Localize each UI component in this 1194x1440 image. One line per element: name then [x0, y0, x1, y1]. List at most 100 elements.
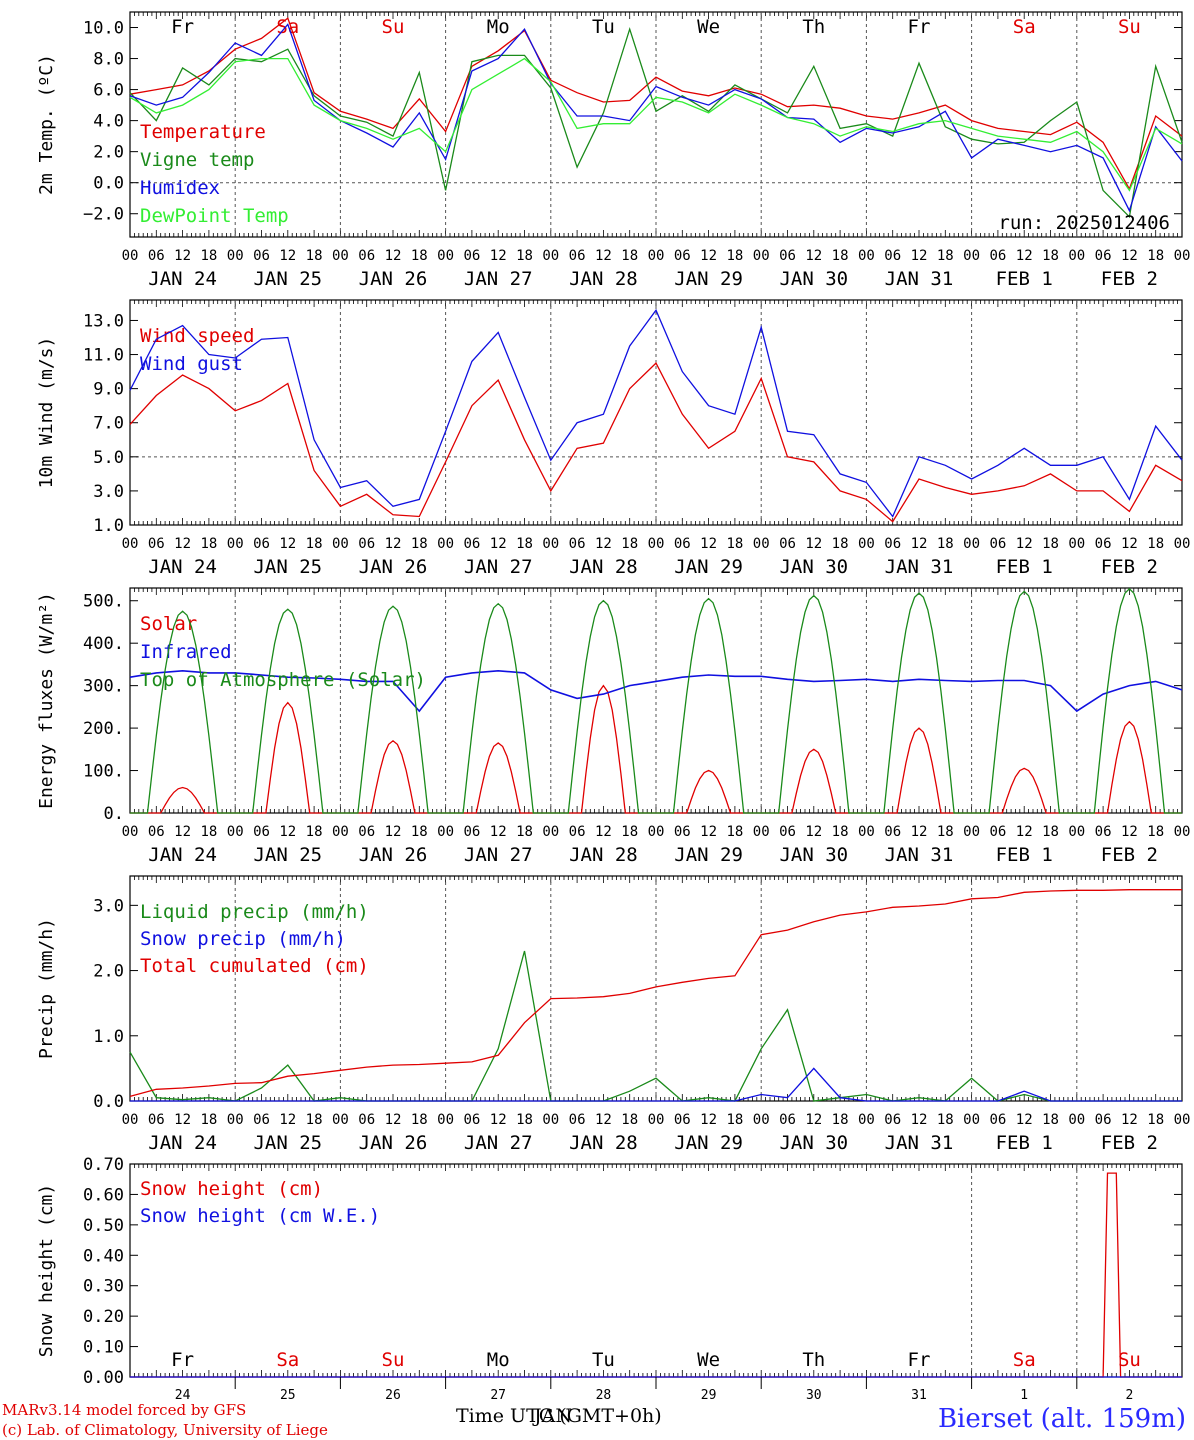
y-axis-label: 10m Wind (m/s) — [36, 337, 57, 489]
x-hour-label: 18 — [937, 248, 954, 264]
x-hour-label: 18 — [516, 824, 533, 840]
x-date-label: FEB 2 — [1101, 844, 1158, 866]
x-hour-label: 18 — [411, 536, 428, 552]
x-hour-label: 06 — [148, 248, 165, 264]
series-line-snow-height-cm- — [130, 1172, 1182, 1378]
series-line-wind-speed — [129, 362, 1183, 523]
x-hour-label: 18 — [832, 1112, 849, 1128]
x-hour-label: 06 — [358, 1112, 375, 1128]
x-hour-label: 18 — [1042, 248, 1059, 264]
x-hour-label: 18 — [1042, 536, 1059, 552]
x-date-label: JAN 24 — [148, 556, 217, 578]
x-hour-label: 18 — [306, 248, 323, 264]
x-hour-label: 00 — [858, 824, 875, 840]
x-date-label: JAN 30 — [779, 556, 848, 578]
x-hour-label: 00 — [1174, 1112, 1191, 1128]
x-date-label: JAN 26 — [359, 556, 428, 578]
day-name-label: Mo — [487, 1349, 510, 1371]
x-hour-label: 00 — [1174, 248, 1191, 264]
x-date-label: FEB 1 — [996, 1132, 1053, 1154]
x-date-label: JAN 24 — [148, 1132, 217, 1154]
lab-credit: (c) Lab. of Climatology, University of L… — [2, 1421, 328, 1439]
x-date-label: FEB 1 — [996, 556, 1053, 578]
x-hour-label: 12 — [1121, 536, 1138, 552]
series-line-dewpoint-temp — [129, 57, 1183, 192]
x-date-label: JAN 27 — [464, 268, 533, 290]
x-hour-label: 00 — [858, 248, 875, 264]
legend-entry: Solar — [140, 613, 197, 635]
x-hour-label: 06 — [884, 536, 901, 552]
x-hour-label: 00 — [542, 824, 559, 840]
x-hour-label: 18 — [726, 1112, 743, 1128]
x-hour-label: 18 — [832, 536, 849, 552]
legend-entry: Vigne temp — [140, 149, 254, 171]
x-hour-label: 00 — [648, 536, 665, 552]
x-day-number: 27 — [490, 1388, 506, 1403]
x-hour-label: 00 — [542, 536, 559, 552]
legend-entry: Wind gust — [140, 353, 243, 375]
x-hour-label: 06 — [1095, 1112, 1112, 1128]
x-hour-label: 06 — [989, 824, 1006, 840]
x-date-label: JAN 28 — [569, 556, 638, 578]
x-hour-label: 06 — [884, 1112, 901, 1128]
x-date-label: JAN 29 — [674, 556, 743, 578]
series-line-total-cumulated-cm- — [129, 889, 1182, 1098]
x-date-label: JAN 25 — [253, 844, 322, 866]
x-hour-label: 12 — [385, 248, 402, 264]
y-tick-label: 6.0 — [93, 81, 124, 101]
x-hour-label: 00 — [437, 536, 454, 552]
legend-entry: Wind speed — [140, 325, 254, 347]
x-day-number: 28 — [596, 1388, 612, 1403]
x-hour-label: 00 — [122, 536, 139, 552]
y-tick-label: 200. — [83, 719, 124, 739]
y-tick-label: 13.0 — [83, 311, 124, 331]
model-credit: MARv3.14 model forced by GFS — [2, 1401, 247, 1419]
x-date-label: JAN 31 — [885, 556, 954, 578]
x-hour-label: 12 — [279, 824, 296, 840]
legend-entry: Top of Atmosphere (Solar) — [140, 669, 426, 691]
y-tick-label: 100. — [83, 762, 124, 782]
x-hour-label: 18 — [1147, 824, 1164, 840]
day-name-label: We — [697, 1349, 720, 1371]
x-date-label: JAN 27 — [464, 556, 533, 578]
day-name-label: Su — [1118, 1349, 1141, 1371]
x-hour-label: 06 — [989, 248, 1006, 264]
x-hour-label: 18 — [411, 824, 428, 840]
x-hour-label: 18 — [1147, 248, 1164, 264]
x-date-label: JAN 25 — [253, 268, 322, 290]
x-hour-label: 00 — [963, 248, 980, 264]
x-hour-label: 12 — [595, 248, 612, 264]
y-tick-label: 4.0 — [93, 112, 124, 132]
panel-5-x-ticks — [129, 1164, 1183, 1377]
x-hour-label: 06 — [463, 824, 480, 840]
legend-entry: Humidex — [140, 177, 220, 199]
day-name-label: We — [697, 16, 720, 38]
day-name-label: Su — [382, 16, 405, 38]
series-line-wind-gust — [129, 308, 1183, 518]
y-tick-label: 2.0 — [93, 962, 124, 982]
x-hour-label: 06 — [884, 248, 901, 264]
y-tick-label: 5.0 — [93, 448, 124, 468]
panel-4-x-ticks — [129, 876, 1183, 1101]
x-hour-label: 18 — [200, 824, 217, 840]
x-hour-label: 12 — [595, 824, 612, 840]
x-hour-label: 06 — [148, 536, 165, 552]
x-day-number: 31 — [911, 1388, 927, 1403]
x-hour-label: 12 — [279, 248, 296, 264]
x-hour-label: 12 — [1016, 1112, 1033, 1128]
x-hour-label: 12 — [911, 824, 928, 840]
x-hour-label: 00 — [227, 248, 244, 264]
y-tick-label: 0.10 — [83, 1338, 124, 1358]
y-tick-label: 9.0 — [93, 380, 124, 400]
series-line-temperature — [129, 17, 1183, 191]
legend-entry: Snow height (cm W.E.) — [140, 1205, 380, 1227]
x-hour-label: 12 — [911, 248, 928, 264]
x-hour-label: 12 — [174, 1112, 191, 1128]
x-date-label: JAN 25 — [253, 1132, 322, 1154]
x-hour-label: 12 — [385, 1112, 402, 1128]
x-hour-label: 06 — [569, 1112, 586, 1128]
x-hour-label: 06 — [569, 248, 586, 264]
x-day-number: 26 — [385, 1388, 401, 1403]
legend-entry: Temperature — [140, 121, 266, 143]
day-name-label: Fr — [908, 1349, 931, 1371]
